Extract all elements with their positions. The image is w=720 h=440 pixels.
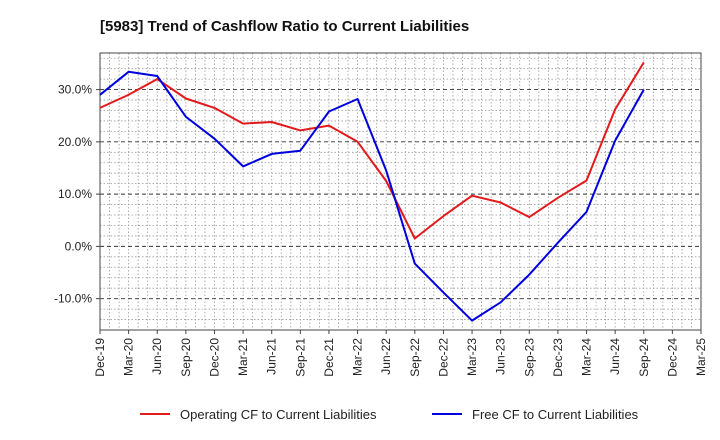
legend-label: Operating CF to Current Liabilities <box>180 407 377 422</box>
x-axis: Dec-19 Mar-20 Jun-20 Sep-20 Dec-20 Mar-21 Jun-… <box>93 330 708 377</box>
x-tick-label: Mar-24 <box>580 338 594 376</box>
x-tick-label: Sep-24 <box>637 338 651 377</box>
x-tick-label: Mar-20 <box>122 338 136 376</box>
x-tick-label: Sep-23 <box>522 338 536 377</box>
legend-label: Free CF to Current Liabilities <box>472 407 639 422</box>
x-tick-label: Dec-23 <box>551 338 565 377</box>
x-tick-label: Mar-23 <box>465 338 479 376</box>
y-axis: -10.0% 0.0% 10.0% 20.0% 30.0% <box>54 83 100 306</box>
y-tick-label: -10.0% <box>54 292 92 306</box>
y-tick-label: 0.0% <box>65 239 93 253</box>
x-tick-label: Dec-20 <box>207 338 221 377</box>
x-tick-label: Sep-20 <box>179 338 193 377</box>
chart-title: [5983] Trend of Cashflow Ratio to Curren… <box>100 18 469 35</box>
x-tick-label: Mar-22 <box>351 338 365 376</box>
x-tick-label: Jun-22 <box>379 338 393 375</box>
x-tick-label: Dec-21 <box>322 338 336 377</box>
x-tick-label: Jun-24 <box>608 338 622 375</box>
plot-frame <box>99 52 702 331</box>
x-tick-label: Jun-20 <box>150 338 164 375</box>
x-tick-label: Sep-21 <box>293 338 307 377</box>
x-tick-label: Mar-25 <box>694 338 708 376</box>
y-tick-label: 20.0% <box>58 135 92 149</box>
x-tick-label: Dec-24 <box>665 338 679 377</box>
x-tick-label: Mar-21 <box>236 338 250 376</box>
x-tick-label: Dec-19 <box>93 338 107 377</box>
y-tick-label: 30.0% <box>58 83 92 97</box>
grid-layer <box>100 53 701 331</box>
series-line-operating-cf <box>99 61 645 240</box>
series-layer <box>99 61 645 322</box>
x-tick-label: Jun-23 <box>494 338 508 375</box>
x-tick-label: Dec-22 <box>436 338 450 377</box>
x-tick-label: Jun-21 <box>265 338 279 375</box>
series-line-free-cf <box>99 70 645 322</box>
legend: Operating CF to Current Liabilities Free … <box>140 407 639 422</box>
x-tick-label: Sep-22 <box>408 338 422 377</box>
y-tick-label: 10.0% <box>58 187 92 201</box>
